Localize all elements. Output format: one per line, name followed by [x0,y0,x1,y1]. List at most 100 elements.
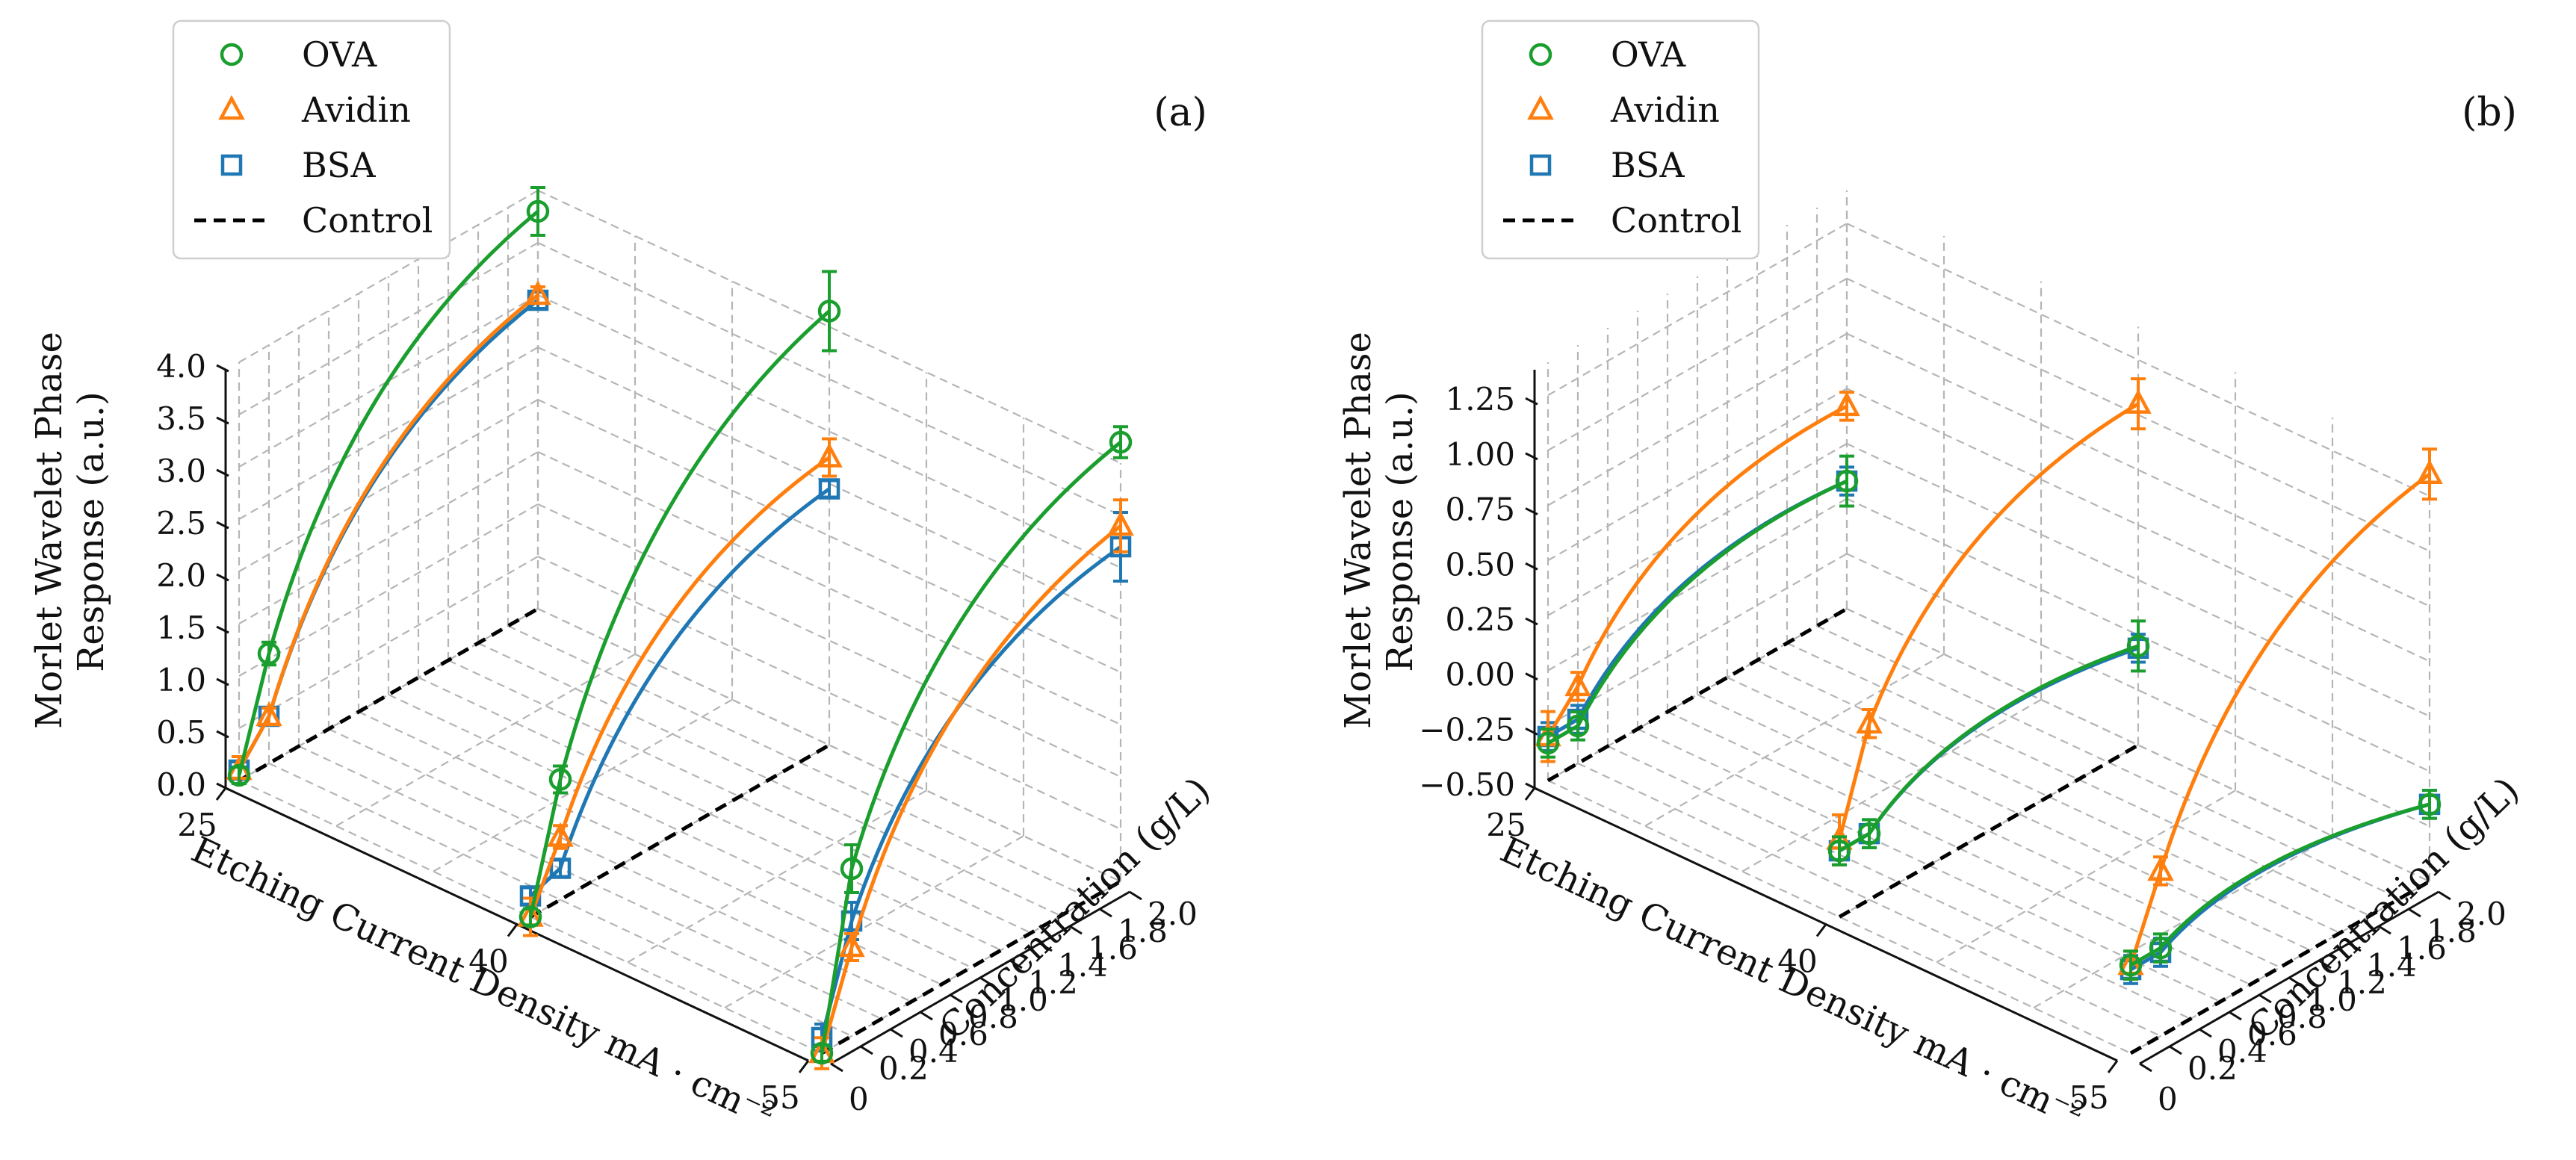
z-axis-ticks: −0.50 −0.25 0.00 0.25 0.50 0.75 1.00 1.25 [1419,381,1538,803]
grid-line [1547,442,1848,616]
z-tick [216,521,229,530]
grid-line [335,653,636,827]
y-tick-label: 0.8 [2277,999,2327,1035]
y-tick [2438,890,2451,901]
y-tick-label: 1.0 [2307,981,2357,1018]
grid-line [238,399,539,572]
grid-line [1644,653,1945,827]
series-line [528,309,831,918]
z-tick [1525,452,1538,461]
ova-marker [2119,953,2143,977]
grid-line [1936,790,2236,964]
x-tick-label: 55 [760,1079,799,1116]
z-tick-label: 2.0 [156,557,206,594]
legend-ova-marker [1529,43,1552,66]
grid-line [1741,698,2042,872]
y-tick-label: 1.6 [2397,930,2447,967]
legend-label: OVA [1611,34,1686,75]
legend-label: BSA [1611,145,1685,185]
grid-line [238,608,539,781]
y-tick [979,976,993,987]
x-tick [2107,1060,2119,1073]
series-line [529,487,831,898]
y-tick [1129,890,1142,901]
panel-b: −0.50−0.250.000.250.500.751.001.25 25405… [1337,19,2527,1137]
legend-label: Avidin [1610,90,1720,130]
legend: OVA Avidin BSA Control [1481,19,1760,260]
grid-line [1839,744,2139,918]
y-tick-label: 1.0 [998,981,1048,1018]
y-tick-label: 1.2 [1028,964,1078,1001]
grid-line [530,744,830,918]
avidin-marker [547,822,574,847]
series-line [1546,479,1848,745]
y-tick-label: 0 [2158,1081,2178,1117]
x-tick [215,787,227,801]
y-tick-label: 1.4 [2367,947,2417,984]
z-tick [216,416,229,425]
x-tick-label: 25 [177,807,217,843]
grid-line [821,881,1121,1054]
y-tick [1069,925,1083,935]
z-tick-label: −0.50 [1419,766,1515,803]
avidin-marker [838,932,865,958]
z-tick-label: 0.25 [1445,601,1515,638]
avidin-marker [1107,511,1134,536]
ova-marker [1857,822,1881,846]
legend-avidin-marker [1527,95,1554,120]
y-tick [2169,1045,2182,1055]
avidin-marker [256,701,282,727]
z-tick-label: 3.0 [156,453,206,489]
y-tick [2318,959,2332,970]
z-tick-label: 1.25 [1445,381,1515,418]
z-tick [1525,617,1538,626]
grid-line [724,835,1024,1009]
y-tick [2288,976,2302,987]
legend: OVA Avidin BSA Control [172,19,451,260]
z-tick [1525,397,1538,406]
z-tick [216,782,229,791]
grid-line [537,503,1121,778]
x-axis-ticks: 25 40 55 [177,787,810,1116]
z-tick-label: 1.00 [1445,436,1515,473]
avidin-marker [2125,388,2152,414]
series-line [1546,404,1848,738]
ova-marker [1835,469,1859,493]
z-axis-label-line1: Morlet Wavelet Phase [1337,332,1379,729]
z-tick-label: 0.0 [156,766,206,803]
y-tick-label: 1.8 [1118,913,1168,949]
grid-line [1547,332,1848,506]
y-tick-label: 0.2 [2188,1050,2238,1087]
grid-line [2033,835,2333,1009]
series-line [2129,802,2430,967]
legend-frame [172,19,451,260]
grid-line [433,698,733,872]
y-tick [890,1028,903,1038]
y-tick-label: 1.6 [1088,930,1138,967]
z-tick [216,573,229,582]
grid-line [238,503,539,677]
legend-label: OVA [302,34,377,75]
y-tick [2139,1062,2152,1073]
series-line [1838,644,2139,853]
legend-label: Control [1611,200,1741,241]
y-tick-label: 0.6 [2247,1016,2297,1052]
y-tick [860,1045,873,1055]
ova-marker [817,300,841,323]
y-tick [830,1062,843,1073]
z-tick-label: 3.5 [156,400,206,437]
series-line [1838,646,2139,853]
y-tick [1039,942,1053,952]
z-axis-ticks: 0.0 0.5 1.0 1.5 2.0 2.5 3.0 3.5 4.0 [156,348,229,803]
ova-marker [1536,731,1560,755]
grid-line [2130,881,2430,1054]
y-tick-label: 0.4 [2217,1033,2267,1070]
grid-line [388,694,972,968]
ova-marker [840,857,864,881]
x-axis-label: Etching Current Density mA · cm⁻² [1494,829,2090,1137]
z-tick-label: −0.25 [1419,711,1515,748]
bsa-marker [818,478,840,500]
ova-marker [548,768,572,791]
ova-marker [1109,430,1133,454]
